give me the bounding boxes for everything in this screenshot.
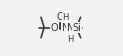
Text: H: H [62, 12, 68, 21]
Text: N: N [67, 23, 74, 33]
Text: Si: Si [72, 23, 81, 33]
Text: O: O [51, 23, 58, 33]
Text: H: H [67, 35, 74, 44]
Text: O: O [56, 12, 64, 22]
Text: N: N [62, 23, 69, 33]
